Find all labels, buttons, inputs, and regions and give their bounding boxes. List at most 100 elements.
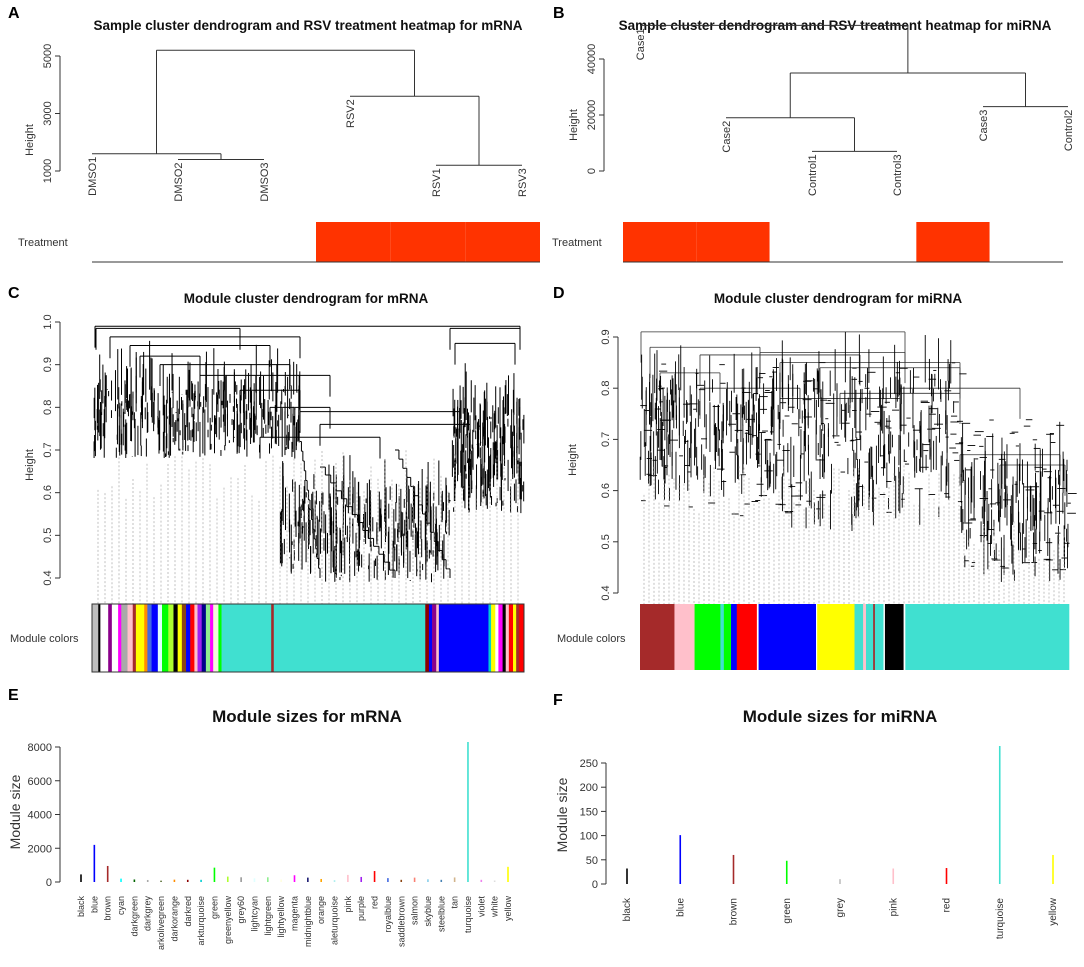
panel-c-module-color-block	[221, 604, 272, 672]
panel-a-dendrogram: 1000 3000 5000 DMSO1 DMSO2 DMSO3 RSV2 RSV1 RSV3	[42, 44, 540, 263]
panel-c-module-color-frame	[91, 603, 525, 673]
panel-c-module-color-block	[491, 604, 496, 672]
panel-d-module-color-block	[884, 604, 904, 670]
panel-b-treatment-cell-Control2	[989, 222, 1063, 262]
panel-d-title: Module cluster dendrogram for miRNA	[714, 291, 963, 306]
panel-c-module-color-block	[132, 604, 137, 672]
panel-f-x-label-blue: blue	[675, 898, 686, 917]
panel-c-module-color-block	[519, 604, 525, 672]
panel-b-dendrogram: 0 20000 40000 Case1 Case2 Control1 Control3 Cas…	[586, 24, 1075, 263]
panel-b-leaf-label-Case1: Case1	[635, 28, 647, 60]
panel-c-module-color-block	[98, 604, 101, 672]
panel-b-treatment-cell-Case2	[696, 222, 770, 262]
panel-a-ylabel: Height	[24, 124, 36, 156]
panel-c-module-color-block	[108, 604, 113, 672]
panel-b-leaf-label-Case3: Case3	[978, 110, 990, 142]
panel-a-leaf-label-RSV3: RSV3	[517, 168, 529, 197]
panel-a-leaf-label-DMSO2: DMSO2	[173, 163, 185, 202]
panel-f-y-tick-label-5: 250	[580, 758, 598, 770]
panel-d-module-color-block	[874, 604, 884, 670]
panel-c-y-tick-label-6: 1.0	[42, 314, 54, 329]
panel-f-y-tick-label-4: 200	[580, 782, 598, 794]
panel-c-module-color-block	[168, 604, 174, 672]
panel-d-module-color-block	[816, 604, 818, 670]
panel-e-x-label-grey60: grey60	[236, 896, 246, 924]
panel-c-module-color-block	[100, 604, 109, 672]
panel-f-x-label-red: red	[942, 898, 953, 912]
panel-d-module-colors-label: Module colors	[557, 633, 626, 645]
panel-b-leaf-label-Control3: Control3	[892, 154, 904, 196]
panel-d-module-color-block	[854, 604, 864, 670]
panel-a-title: Sample cluster dendrogram and RSV treatm…	[93, 18, 522, 33]
panel-c-module-color-block	[498, 604, 503, 672]
panel-c-module-color-block	[516, 604, 520, 672]
panel-e-x-label-darkolivegreen: arkolivegreen	[156, 896, 166, 950]
panel-d-module-color-block	[817, 604, 855, 670]
panel-d-module-color-block	[905, 604, 1070, 670]
panel-e-x-label-lightyellow: lightyellow	[276, 896, 286, 938]
panel-c-y-tick-label-4: 0.8	[42, 400, 54, 415]
panel-d-y-tick-label-0: 0.4	[600, 585, 612, 600]
panel-d-module-color-block	[873, 604, 876, 670]
panel-c-module-color-block	[111, 604, 119, 672]
panel-e-x-label-lightcyan: lightcyan	[249, 896, 259, 932]
panel-c-y-tick-label-3: 0.7	[42, 442, 54, 457]
panel-c-module-color-block	[190, 604, 195, 672]
panel-c-module-color-block	[210, 604, 214, 672]
panel-e-x-label-steelblue: steelblue	[436, 896, 446, 932]
panel-e-x-label-red: red	[370, 896, 380, 909]
panel-c-module-color-block	[513, 604, 517, 672]
panel-e-x-label-skyblue: skyblue	[423, 896, 433, 927]
panel-e-y-tick-label-1: 2000	[28, 843, 52, 855]
panel-e-x-label-paleturquoise: aleturquoise	[330, 896, 340, 945]
panel-c-module-color-block	[197, 604, 202, 672]
panel-c-module-color-block	[194, 604, 198, 672]
panel-b-y-tick-label-0: 0	[586, 168, 598, 174]
panel-label-e: E	[8, 687, 19, 704]
panel-d-y-tick-label-5: 0.9	[600, 329, 612, 344]
panel-f-y-tick-label-3: 150	[580, 806, 598, 818]
panel-e-x-label-blue: blue	[89, 896, 99, 913]
panel-d-module-color-block	[756, 604, 759, 670]
panel-d-dendrogram: 0.4 0.5 0.6 0.7 0.8 0.9	[600, 329, 1077, 670]
panel-e-x-label-saddlebrown: saddlebrown	[396, 896, 406, 947]
panel-f-x-label-green: green	[782, 898, 793, 924]
panel-d-y-tick-label-3: 0.7	[600, 432, 612, 447]
panel-c-module-color-block	[432, 604, 437, 672]
panel-e-x-label-violet: violet	[476, 896, 486, 918]
panel-f-x-label-turquoise: turquoise	[995, 898, 1006, 940]
panel-c-module-color-block	[157, 604, 163, 672]
panel-c-dendrogram: 0.4 0.5 0.6 0.7 0.8 0.9 1.0	[42, 314, 525, 673]
panel-f-bar-chart: 0 50 100 150 200 250 black blue brown green grey pi…	[580, 746, 1059, 939]
panel-f-y-tick-label-1: 50	[586, 855, 598, 867]
panel-f-x-label-yellow: yellow	[1048, 897, 1059, 926]
panel-c-module-color-block	[92, 604, 99, 672]
panel-a-treatment-cell-RSV3	[465, 222, 540, 262]
panel-f-y-tick-label-2: 100	[580, 831, 598, 843]
panel-a-y-tick-label-2: 5000	[42, 44, 54, 68]
panel-e-x-label-greenyellow: greenyellow	[223, 896, 233, 945]
panel-e-x-label-darkgrey: darkgrey	[143, 896, 153, 932]
panel-c-y-tick-label-1: 0.5	[42, 528, 54, 543]
panel-a-y-tick-label-1: 3000	[42, 101, 54, 125]
panel-b-treatment-cell-Control1	[769, 222, 843, 262]
panel-a-leaf-label-RSV1: RSV1	[431, 168, 443, 197]
panel-e-x-label-midnightblue: midnightblue	[303, 896, 313, 947]
panel-e-x-label-white: white	[490, 896, 500, 918]
panel-c-module-color-block	[201, 604, 207, 672]
panel-e-x-label-magenta: magenta	[290, 896, 300, 931]
panel-c-module-color-block	[177, 604, 183, 672]
panel-f-y-tick-label-0: 0	[592, 879, 598, 891]
panel-d-ylabel: Height	[567, 444, 579, 476]
panel-e-x-label-darkgreen: darkgreen	[129, 896, 139, 937]
panel-e-x-label-tan: tan	[450, 896, 460, 909]
panel-d-module-color-block	[674, 604, 695, 670]
panel-c-module-color-block	[488, 604, 492, 672]
panel-f-x-label-pink: pink	[888, 897, 899, 916]
panel-e-x-label-turquoise: turquoise	[463, 896, 473, 933]
panel-e-x-label-lightgreen: lightgreen	[263, 896, 273, 936]
panel-e-y-tick-label-0: 0	[46, 877, 52, 889]
panel-c-module-color-block	[438, 604, 489, 672]
panel-c-module-color-block	[186, 604, 191, 672]
